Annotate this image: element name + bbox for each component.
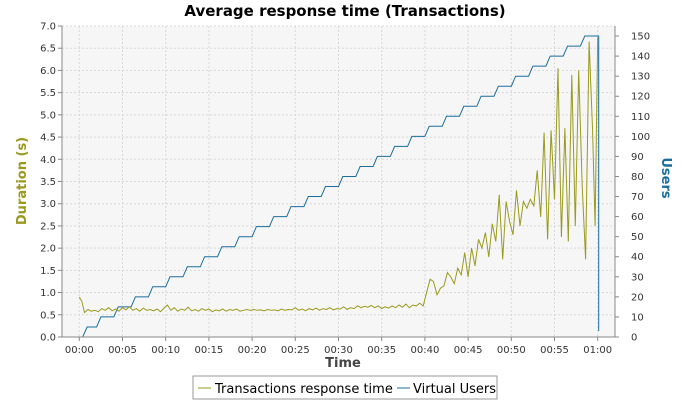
x-tick-label: 00:25	[281, 345, 310, 356]
left-tick-label: 0.5	[40, 310, 56, 321]
x-tick-label: 00:20	[238, 345, 267, 356]
left-axis-title: Duration (s)	[15, 137, 30, 225]
x-tick-label: 00:50	[497, 345, 526, 356]
x-tick-label: 00:05	[108, 345, 137, 356]
x-tick-label: 00:10	[151, 345, 180, 356]
legend-box	[192, 375, 498, 400]
left-tick-label: 7.0	[40, 22, 56, 33]
x-tick-label: 00:55	[540, 345, 569, 356]
left-tick-label: 0.0	[40, 333, 56, 344]
x-tick-label: 01:00	[583, 345, 612, 356]
right-tick-label: 30	[631, 272, 644, 283]
series-line-response-time	[78, 37, 599, 314]
right-tick-label: 140	[631, 52, 650, 63]
left-tick-label: 6.0	[40, 66, 56, 77]
left-tick-label: 5.0	[40, 110, 56, 121]
left-tick-label: 2.5	[40, 221, 56, 232]
left-tick-label: 1.5	[40, 266, 56, 277]
right-tick-label: 50	[631, 232, 644, 243]
right-tick-label: 60	[631, 212, 644, 223]
x-tick-label: 00:35	[367, 345, 396, 356]
right-tick-label: 100	[631, 132, 650, 143]
right-tick-label: 0	[631, 333, 637, 344]
right-tick-label: 130	[631, 72, 650, 83]
axes: 0.0 0.5 1.0 1.5 2.0 2.5 3.0 3.5 4.0 4.5 5.0 5.5 6.0 6…	[40, 22, 650, 357]
x-tick-label: 00:15	[194, 345, 223, 356]
right-tick-label: 120	[631, 92, 650, 103]
right-tick-label: 70	[631, 192, 644, 203]
left-tick-label: 5.5	[40, 88, 56, 99]
right-tick-label: 90	[631, 152, 644, 163]
x-tick-label: 00:30	[324, 345, 353, 356]
left-tick-label: 4.0	[40, 155, 56, 166]
x-tick-label: 00:40	[410, 345, 439, 356]
legend-label-response-time: Transactions response time	[214, 382, 393, 397]
right-tick-label: 80	[631, 172, 644, 183]
right-tick-label: 110	[631, 112, 650, 123]
chart-title: Average response time (Transactions)	[184, 2, 505, 20]
x-axis-title: Time	[325, 356, 361, 371]
series-line-virtual-users	[79, 35, 600, 338]
left-tick-label: 4.5	[40, 133, 56, 144]
left-tick-label: 6.5	[40, 44, 56, 55]
grid-lines	[62, 25, 615, 338]
right-tick-label: 10	[631, 312, 644, 323]
right-tick-label: 20	[631, 292, 644, 303]
legend: Transactions response time Virtual Users	[192, 375, 498, 400]
legend-label-virtual-users: Virtual Users	[413, 382, 496, 397]
series-layer	[78, 35, 600, 338]
left-tick-label: 3.0	[40, 199, 56, 210]
x-tick-label: 00:00	[65, 345, 94, 356]
right-tick-label: 150	[631, 32, 650, 43]
right-axis-title: Users	[658, 157, 673, 199]
right-tick-label: 40	[631, 252, 644, 263]
left-tick-label: 2.0	[40, 244, 56, 255]
left-tick-label: 1.0	[40, 288, 56, 299]
left-tick-label: 3.5	[40, 177, 56, 188]
x-tick-label: 00:45	[454, 345, 483, 356]
